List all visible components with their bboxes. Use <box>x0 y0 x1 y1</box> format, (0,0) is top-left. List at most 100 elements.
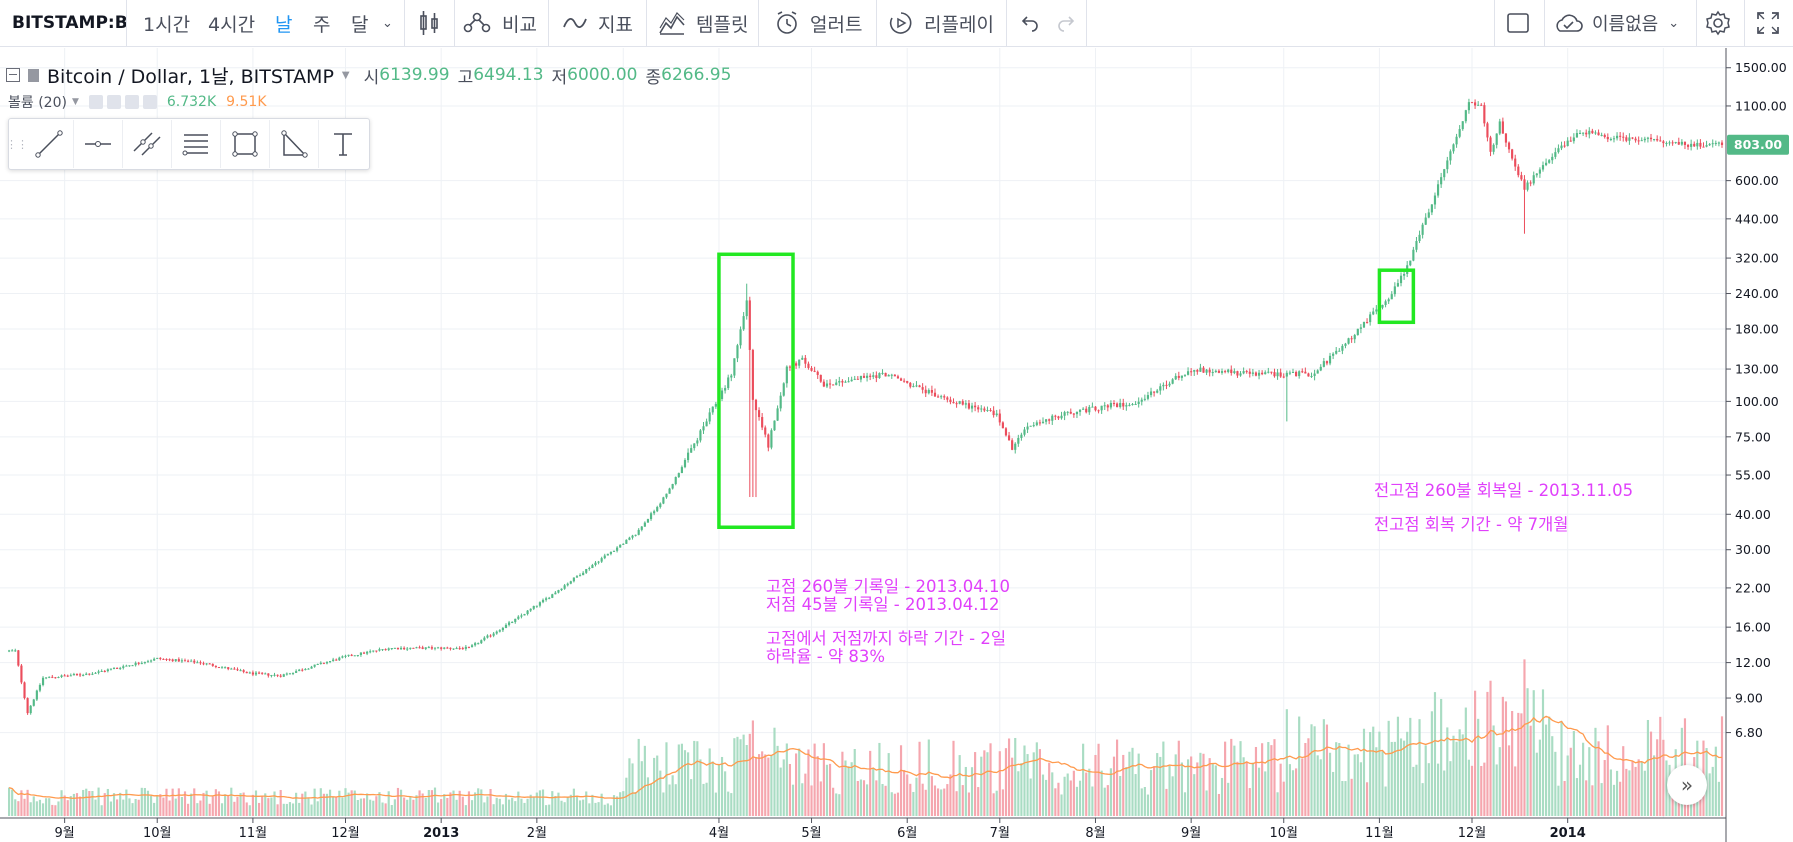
settings-button[interactable] <box>1704 0 1732 46</box>
volume-bar <box>1078 780 1082 816</box>
volume-bar <box>366 793 369 816</box>
annotation-recovery-date[interactable]: 전고점 260불 회복일 - 2013.11.05 <box>1374 481 1634 500</box>
candle-body <box>1446 160 1449 170</box>
candle-body <box>683 460 687 468</box>
annotation-decline-period[interactable]: 고점에서 저점까지 하락 기간 - 2일 <box>766 629 1007 648</box>
candle-body <box>612 550 616 552</box>
scroll-to-realtime-button[interactable]: » <box>1667 765 1707 805</box>
series-title[interactable]: Bitcoin / Dollar, 1날, BITSTAMP <box>47 65 334 88</box>
drag-handle-icon[interactable]: ⋮⋮ <box>6 137 28 151</box>
replay-button[interactable]: 리플레이 <box>888 0 994 46</box>
horizontal-line-tool[interactable] <box>74 120 123 168</box>
chart-type-button[interactable] <box>418 0 440 46</box>
candle-body <box>582 572 585 576</box>
volume-bar <box>1174 754 1177 816</box>
fullscreen-button[interactable] <box>1756 0 1780 46</box>
candle-body <box>1254 372 1258 376</box>
volume-bar <box>1517 712 1520 816</box>
interval-week[interactable]: 주 <box>313 13 331 36</box>
volume-bar <box>727 791 730 816</box>
candle-body <box>1322 361 1325 367</box>
interval-dropdown-icon[interactable]: ⌄ <box>382 15 393 31</box>
candle-body <box>1199 367 1202 372</box>
candle-body <box>1029 425 1032 427</box>
redo-button[interactable] <box>1056 0 1076 46</box>
annotation-decline-rate[interactable]: 하락율 - 약 83% <box>766 647 886 666</box>
annotation-recovery-period[interactable]: 전고점 회복 기간 - 약 7개월 <box>1374 515 1569 534</box>
interval-month[interactable]: 달 <box>351 13 369 36</box>
candle-body <box>279 675 282 677</box>
rectangle-tool[interactable] <box>221 120 270 168</box>
candle-body <box>671 484 674 489</box>
candle-body <box>1591 130 1594 134</box>
candle-body <box>1643 138 1646 141</box>
legend-dropdown-icon[interactable]: ▼ <box>341 69 350 81</box>
text-tool[interactable] <box>319 120 367 168</box>
trend-line-tool[interactable] <box>25 120 74 168</box>
alert-button[interactable]: 얼러트 <box>774 0 862 46</box>
time-tick-label: 12월 <box>331 826 360 841</box>
volume-bar <box>35 801 38 816</box>
candle-body <box>940 396 943 398</box>
annotation-trough-date[interactable]: 저점 45불 기록일 - 2013.04.12 <box>766 595 1000 614</box>
price-chart[interactable]: 1500.00 1100.00 600.00 440.00 320.00 240.00 18… <box>0 48 1793 842</box>
candle-body <box>680 467 683 474</box>
volume-bar <box>424 797 427 816</box>
candle-body <box>66 675 69 677</box>
volume-bar <box>1381 751 1384 816</box>
volume-bar <box>705 782 708 816</box>
candle-body <box>649 513 653 520</box>
candle-body <box>359 652 363 655</box>
templates-button[interactable]: 템플릿 <box>658 0 748 46</box>
collapse-icon[interactable] <box>6 68 20 82</box>
undo-button[interactable] <box>1020 0 1040 46</box>
compare-button[interactable]: 비교 <box>462 0 537 46</box>
volume-bar <box>1424 745 1427 816</box>
candle-body <box>711 406 714 413</box>
volume-bar <box>1310 724 1313 816</box>
candle-body <box>1341 345 1344 351</box>
volume-label[interactable]: 볼륨 (20) <box>8 95 67 111</box>
candle-body <box>924 389 927 394</box>
volume-bar <box>452 790 455 816</box>
volume-bar <box>8 787 11 816</box>
annotation-peak-date[interactable]: 고점 260불 기록일 - 2013.04.10 <box>766 577 1010 596</box>
volume-bar <box>162 797 165 816</box>
volume-bar <box>45 798 48 816</box>
volume-bar <box>1711 766 1714 816</box>
flag-icon <box>28 68 39 82</box>
candle-body <box>1686 144 1690 147</box>
candle-body <box>415 647 418 649</box>
plus-icon[interactable] <box>124 95 139 109</box>
candle-body <box>646 519 650 523</box>
candle-body <box>720 390 724 399</box>
interval-day[interactable]: 날 <box>275 13 293 36</box>
volume-dropdown-icon[interactable]: ▼ <box>71 97 79 107</box>
candle-body <box>399 647 403 650</box>
interval-1h[interactable]: 1시간 <box>143 13 191 36</box>
interval-4h[interactable]: 4시간 <box>208 13 256 36</box>
volume-bar <box>1045 779 1048 816</box>
candle-body <box>372 650 375 652</box>
volume-bar <box>149 795 153 816</box>
symbol-search[interactable]: BITSTAMP:B <box>12 13 128 33</box>
fullscreen-window-button[interactable] <box>1506 0 1530 46</box>
volume-bar <box>1372 726 1375 816</box>
volume-bar <box>313 788 316 816</box>
candle-body <box>1551 156 1554 161</box>
volume-bar <box>1498 747 1501 816</box>
gear-small-icon[interactable] <box>106 95 121 109</box>
pattern-tool[interactable] <box>270 120 319 168</box>
close-small-icon[interactable] <box>142 95 157 109</box>
volume-bar <box>585 791 588 816</box>
fib-retracement-tool[interactable] <box>172 120 221 168</box>
parallel-channel-tool[interactable] <box>123 120 172 168</box>
eye-icon[interactable] <box>88 95 103 109</box>
candle-body <box>1680 141 1683 145</box>
volume-bar <box>986 752 989 816</box>
toolbar-divider <box>454 0 455 46</box>
save-layout-button[interactable]: 이름없음 ⌄ <box>1552 0 1679 46</box>
volume-bar <box>214 789 217 816</box>
indicators-button[interactable]: 지표 <box>562 0 633 46</box>
candle-body <box>276 674 279 676</box>
